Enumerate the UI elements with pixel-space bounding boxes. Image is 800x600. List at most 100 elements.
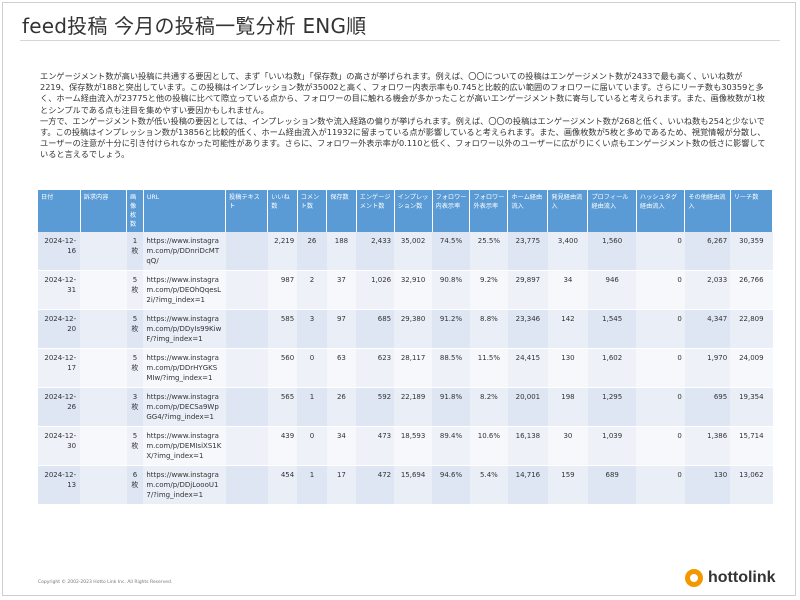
- cell-engagement: 592: [356, 387, 395, 427]
- cell-discover: 3,400: [547, 232, 588, 271]
- cell-profile: 1,560: [587, 232, 637, 271]
- cell-discover: 30: [547, 426, 588, 466]
- cell-saves: 26: [326, 387, 357, 427]
- cell-hashtag: 0: [636, 309, 685, 349]
- col-header: コメント数: [297, 190, 328, 232]
- cell-impressions: 29,380: [394, 309, 433, 349]
- cell-appeal: [80, 309, 127, 349]
- cell-url[interactable]: https://www.instagram.com/p/DDnriDcMTqQ/: [143, 232, 226, 271]
- table-row: 2024-12-26 3枚 https://www.instagram.com/p/…: [38, 387, 773, 427]
- cell-follower-out: 8.2%: [469, 387, 508, 427]
- cell-home: 23,346: [507, 309, 548, 349]
- cell-hashtag: 0: [636, 387, 685, 427]
- table-body: 2024-12-16 1枚 https://www.instagram.com/p/…: [38, 232, 773, 505]
- cell-follower-out: 11.5%: [469, 348, 508, 388]
- col-header: URL: [143, 190, 227, 232]
- cell-other: 4,347: [684, 309, 731, 349]
- cell-url[interactable]: https://www.instagram.com/p/DEMIsiXS1KX/…: [143, 426, 226, 466]
- col-header: エンゲージメント数: [356, 190, 395, 232]
- cell-comments: 1: [297, 387, 327, 427]
- summary-paragraph-2: 一方で、エンゲージメント数が低い投稿の要因としては、インプレッション数や流入経路…: [40, 115, 766, 160]
- cell-url[interactable]: https://www.instagram.com/p/DDrHYGKSMIw/…: [143, 348, 226, 388]
- cell-profile: 946: [587, 270, 637, 310]
- cell-date: 2024-12-31: [38, 270, 81, 310]
- cell-impressions: 32,910: [394, 270, 433, 310]
- table-row: 2024-12-20 5枚 https://www.instagram.com/p/…: [38, 309, 773, 349]
- col-header: 画像枚数: [126, 190, 144, 232]
- cell-url[interactable]: https://www.instagram.com/p/DEOhQqesL2i/…: [143, 270, 226, 310]
- cell-engagement: 2,433: [356, 232, 395, 271]
- cell-appeal: [80, 232, 127, 271]
- cell-url[interactable]: https://www.instagram.com/p/DDyIs99KiwF/…: [143, 309, 226, 349]
- cell-date: 2024-12-20: [38, 309, 81, 349]
- cell-saves: 188: [326, 232, 357, 271]
- cell-saves: 17: [326, 465, 357, 505]
- cell-discover: 142: [547, 309, 588, 349]
- cell-discover: 34: [547, 270, 588, 310]
- logo-circle-icon: [685, 569, 703, 587]
- cell-images: 5枚: [126, 348, 144, 388]
- cell-hashtag: 0: [636, 270, 685, 310]
- cell-date: 2024-12-16: [38, 232, 81, 271]
- summary-paragraph-1: エンゲージメント数が高い投稿に共通する要因として、まず「いいね数」「保存数」の高…: [40, 71, 765, 115]
- cell-reach: 15,714: [730, 426, 773, 466]
- cell-follower-out: 10.6%: [469, 426, 508, 466]
- cell-engagement: 623: [356, 348, 395, 388]
- cell-engagement: 685: [356, 309, 395, 349]
- cell-likes: 585: [267, 309, 298, 349]
- cell-comments: 3: [297, 309, 327, 349]
- col-header: インプレッション数: [394, 190, 433, 232]
- cell-comments: 2: [297, 270, 327, 310]
- cell-other: 695: [684, 387, 731, 427]
- cell-home: 20,001: [507, 387, 548, 427]
- cell-likes: 454: [267, 465, 298, 505]
- table-row: 2024-12-31 5枚 https://www.instagram.com/p/…: [38, 270, 773, 310]
- cell-hashtag: 0: [636, 426, 685, 466]
- cell-impressions: 35,002: [394, 232, 433, 271]
- cell-appeal: [80, 465, 127, 505]
- cell-date: 2024-12-13: [38, 465, 81, 505]
- cell-other: 130: [684, 465, 731, 505]
- cell-profile: 1,545: [587, 309, 637, 349]
- cell-comments: 1: [297, 465, 327, 505]
- cell-likes: 439: [267, 426, 298, 466]
- cell-other: 2,033: [684, 270, 731, 310]
- cell-reach: 22,809: [730, 309, 773, 349]
- cell-hashtag: 0: [636, 348, 685, 388]
- cell-follower-out: 9.2%: [469, 270, 508, 310]
- cell-reach: 24,009: [730, 348, 773, 388]
- cell-other: 1,386: [684, 426, 731, 466]
- cell-profile: 1,039: [587, 426, 637, 466]
- cell-comments: 0: [297, 426, 327, 466]
- cell-url[interactable]: https://www.instagram.com/p/DDjLoooU17/?…: [143, 465, 226, 505]
- cell-reach: 13,062: [730, 465, 773, 505]
- cell-text: [225, 348, 268, 388]
- cell-follower-in: 90.8%: [432, 270, 470, 310]
- logo-text: hottolink: [708, 569, 776, 586]
- table-row: 2024-12-13 6枚 https://www.instagram.com/p/…: [38, 465, 773, 505]
- post-table: 日付 訴求内容 画像枚数 URL 投稿テキスト いいね数 コメント数 保存数 エ…: [38, 190, 774, 505]
- cell-follower-in: 91.8%: [432, 387, 470, 427]
- col-header: 保存数: [326, 190, 357, 232]
- cell-images: 5枚: [126, 309, 144, 349]
- cell-likes: 560: [267, 348, 298, 388]
- cell-engagement: 1,026: [356, 270, 395, 310]
- cell-follower-out: 5.4%: [469, 465, 508, 505]
- cell-discover: 130: [547, 348, 588, 388]
- cell-appeal: [80, 270, 127, 310]
- cell-impressions: 15,694: [394, 465, 433, 505]
- cell-text: [225, 270, 268, 310]
- col-header: 発見経由流入: [547, 190, 589, 232]
- cell-appeal: [80, 348, 127, 388]
- cell-hashtag: 0: [636, 232, 685, 271]
- cell-profile: 1,295: [587, 387, 637, 427]
- cell-date: 2024-12-30: [38, 426, 81, 466]
- cell-text: [225, 387, 268, 427]
- cell-impressions: 18,593: [394, 426, 433, 466]
- cell-likes: 565: [267, 387, 298, 427]
- company-logo: hottolink: [685, 567, 776, 589]
- col-header: その他経由流入: [684, 190, 731, 232]
- cell-url[interactable]: https://www.instagram.com/p/DECSa9WpGG4/…: [143, 387, 226, 427]
- col-header: 投稿テキスト: [225, 190, 269, 232]
